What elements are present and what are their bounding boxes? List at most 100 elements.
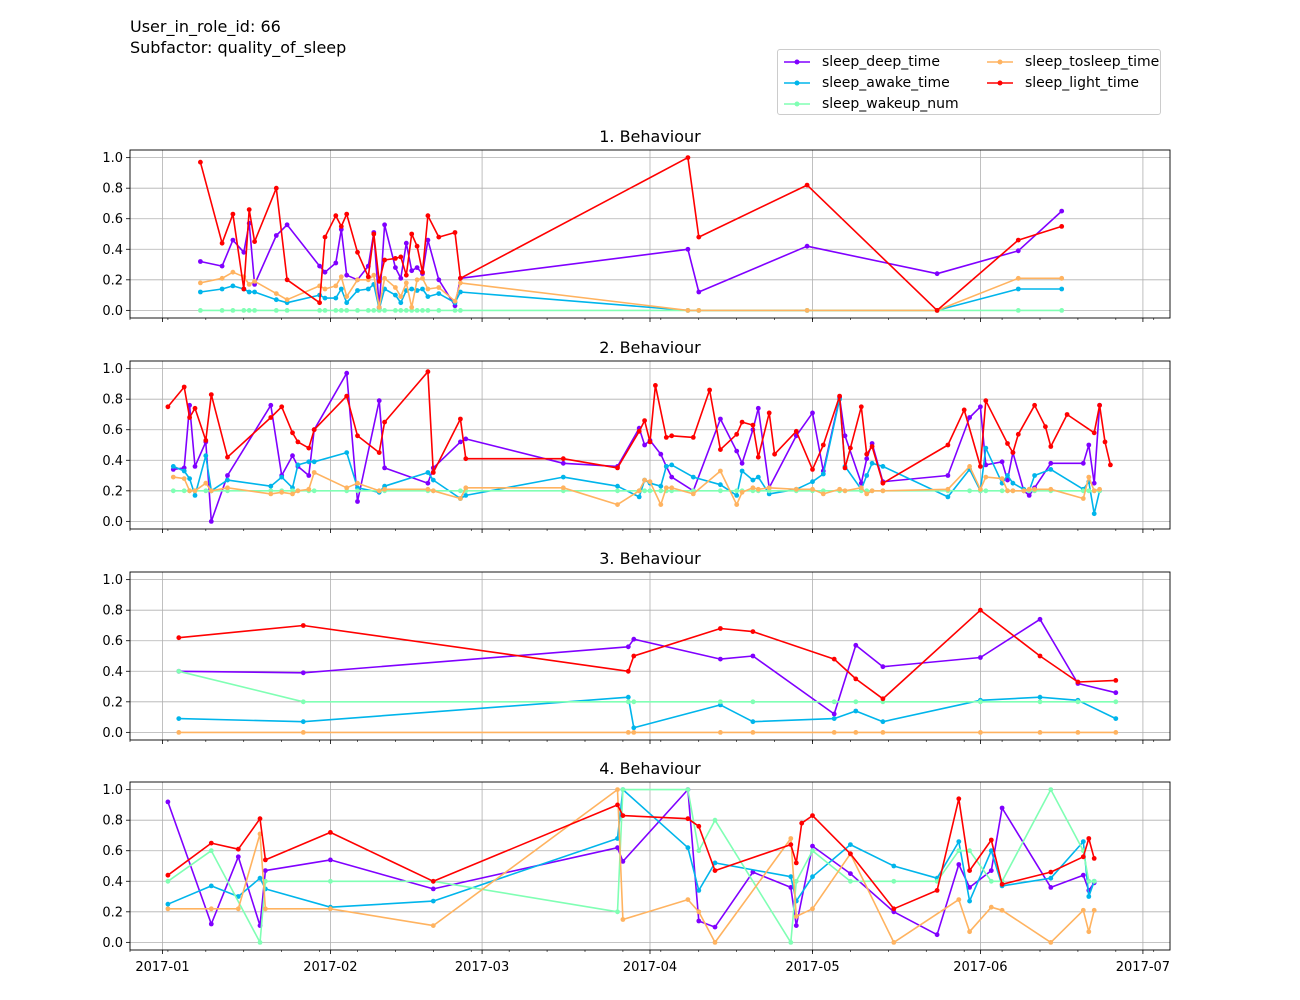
data-point	[273, 233, 279, 238]
legend-swatch-icon	[784, 101, 810, 107]
data-point	[300, 719, 306, 725]
data-point	[999, 459, 1005, 465]
figure-header: User_in_role_id: 66 Subfactor: quality_o…	[130, 16, 346, 58]
data-point	[355, 277, 360, 283]
data-point	[230, 211, 236, 217]
data-point	[403, 280, 409, 286]
data-point	[165, 799, 171, 805]
data-point	[734, 488, 740, 494]
data-point	[192, 405, 198, 411]
data-point	[1080, 839, 1086, 844]
data-point	[739, 419, 745, 425]
data-point	[1075, 679, 1081, 685]
data-point	[880, 664, 886, 670]
data-point	[750, 477, 756, 483]
data-point	[382, 275, 387, 281]
data-point	[810, 467, 815, 472]
data-point	[414, 265, 420, 270]
data-point	[1086, 488, 1092, 494]
data-point	[1108, 462, 1113, 468]
data-point	[696, 918, 702, 924]
data-point	[208, 848, 214, 854]
y-tick-label: 0.6	[102, 423, 123, 438]
data-point	[967, 488, 972, 494]
data-point	[430, 477, 436, 483]
data-point	[983, 488, 989, 494]
data-point	[864, 473, 870, 478]
series-sleep-light-time	[165, 796, 1097, 912]
data-point	[403, 308, 409, 313]
data-point	[322, 295, 328, 301]
data-point	[458, 488, 463, 494]
data-point	[718, 447, 723, 452]
data-point	[647, 479, 653, 485]
data-point	[398, 275, 404, 281]
data-point	[192, 493, 198, 498]
data-point	[653, 383, 658, 388]
data-point	[393, 292, 398, 298]
series-line	[200, 283, 1062, 312]
data-point	[853, 676, 859, 682]
data-point	[208, 519, 214, 524]
data-point	[1048, 940, 1054, 945]
data-point	[338, 286, 344, 292]
data-point	[257, 875, 263, 881]
data-point	[398, 294, 404, 299]
data-point	[365, 308, 371, 313]
data-point	[820, 491, 826, 497]
data-point	[663, 435, 669, 440]
x-tick-label: 2017-02	[303, 960, 357, 975]
data-point	[208, 840, 214, 846]
data-point	[398, 254, 404, 260]
data-point	[1026, 493, 1032, 498]
data-point	[376, 488, 382, 494]
data-point	[1048, 486, 1054, 492]
data-point	[430, 878, 436, 884]
data-point	[810, 848, 815, 854]
data-point	[755, 474, 761, 480]
data-point	[636, 428, 642, 434]
data-point	[718, 468, 723, 474]
data-point	[328, 830, 333, 835]
data-point	[165, 404, 171, 410]
data-point	[690, 435, 696, 440]
plot-frame	[129, 781, 1171, 951]
data-point	[712, 940, 718, 945]
data-point	[848, 842, 853, 847]
series-sleep-light-time	[165, 369, 1113, 486]
data-point	[235, 906, 241, 912]
data-point	[295, 439, 301, 445]
data-point	[755, 454, 761, 460]
data-point	[620, 859, 626, 864]
legend-swatch-icon	[784, 59, 810, 65]
data-point	[858, 485, 864, 491]
data-point	[273, 308, 279, 313]
data-point	[403, 240, 409, 246]
data-point	[425, 486, 431, 492]
data-point	[322, 308, 328, 313]
data-point	[203, 480, 209, 486]
data-point	[425, 308, 431, 313]
data-point	[425, 294, 431, 299]
data-point	[436, 234, 442, 240]
data-point	[642, 418, 647, 423]
data-point	[788, 874, 794, 880]
data-point	[625, 644, 631, 650]
data-point	[463, 485, 469, 491]
legend-swatch-icon	[784, 80, 810, 86]
y-tick-label: 0.2	[102, 273, 123, 288]
data-point	[718, 482, 723, 488]
data-point	[414, 277, 420, 283]
data-point	[793, 914, 799, 919]
data-point	[978, 730, 983, 735]
data-point	[198, 259, 203, 264]
data-point	[1037, 653, 1043, 659]
data-point	[804, 308, 810, 313]
data-point	[273, 297, 279, 303]
data-point	[560, 485, 566, 491]
data-point	[241, 249, 247, 255]
data-point	[967, 885, 972, 890]
data-point	[631, 725, 637, 731]
data-point	[793, 486, 799, 492]
data-point	[864, 451, 870, 457]
